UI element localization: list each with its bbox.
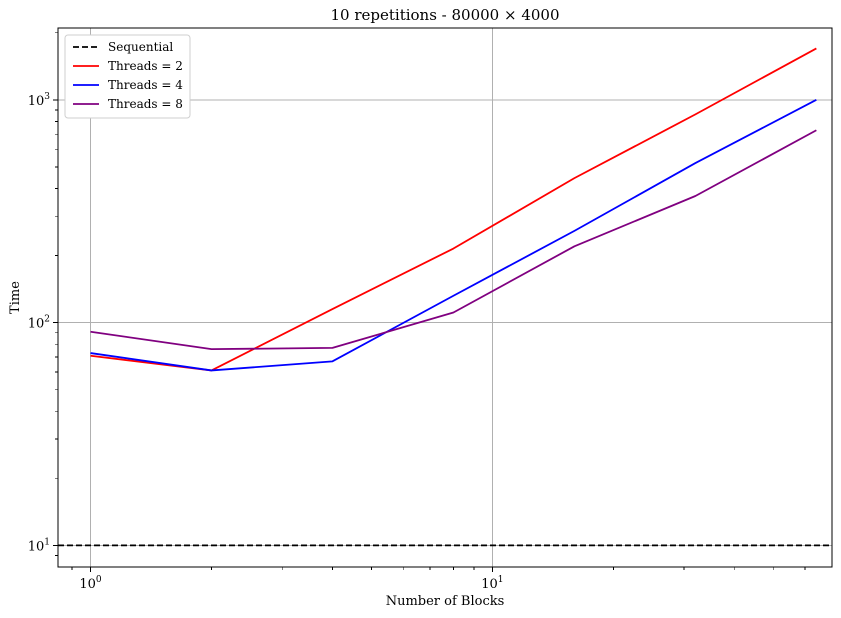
y-tick-label: 102 <box>28 315 50 332</box>
plot-frame <box>57 27 833 568</box>
y-tick-label: 103 <box>28 92 51 109</box>
legend-label: Threads = 4 <box>108 78 183 92</box>
chart-title: 10 repetitions - 80000 × 4000 <box>330 6 559 24</box>
legend-label: Threads = 2 <box>108 59 183 73</box>
legend-items: Sequential Threads = 2 Threads = 4 Threads … <box>73 40 183 111</box>
legend-box <box>64 34 191 119</box>
legend-label: Threads = 8 <box>108 97 183 111</box>
series-line-2 <box>90 98 817 372</box>
series-line-3 <box>90 129 817 351</box>
series-layer <box>58 47 832 547</box>
x-axis-label: Number of Blocks <box>386 594 505 609</box>
x-tick-label: 101 <box>481 575 503 592</box>
x-axis-ticks: 100 101 <box>79 567 504 592</box>
y-axis-label: Time <box>8 281 23 314</box>
y-tick-label: 101 <box>28 537 50 554</box>
x-tick-label: 100 <box>79 575 102 592</box>
legend: Sequential Threads = 2 Threads = 4 Threads … <box>64 34 191 119</box>
legend-label: Sequential <box>108 40 173 54</box>
y-axis-ticks: 101 102 103 <box>28 92 58 554</box>
